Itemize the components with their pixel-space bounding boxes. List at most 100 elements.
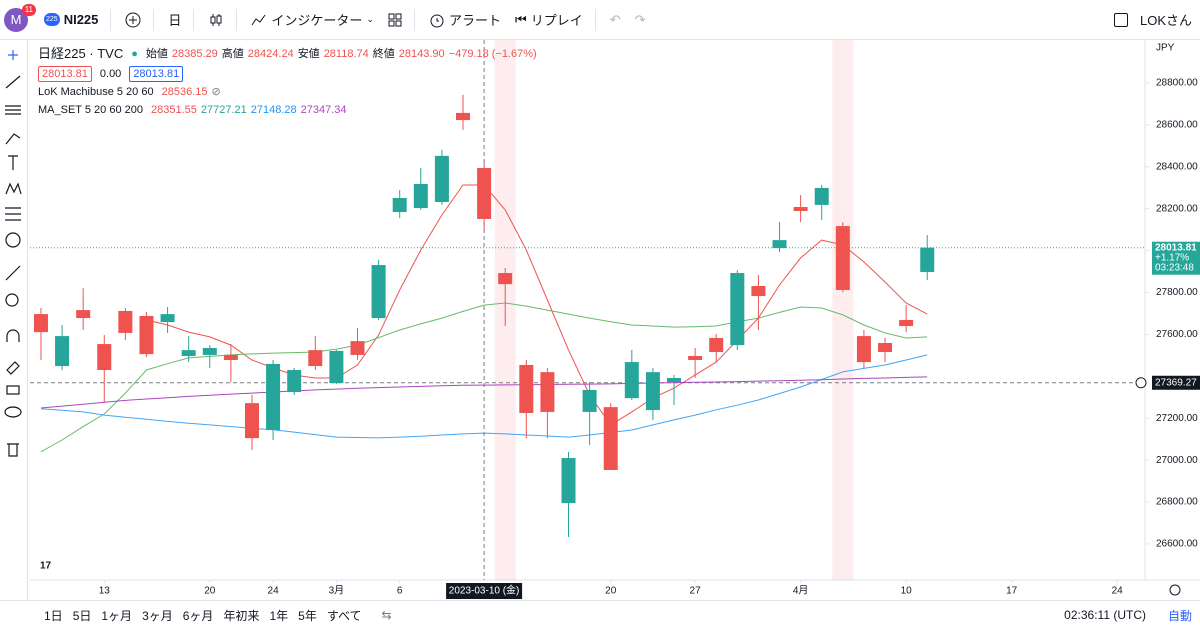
candle-body xyxy=(582,389,597,412)
avatar-letter: M xyxy=(10,12,22,27)
hline-box xyxy=(1152,375,1200,390)
chart: JPY26600.0026800.0027000.0027200.0027600… xyxy=(30,40,1200,599)
pencil-tool[interactable] xyxy=(6,361,20,375)
y-tick-label: 28800.00 xyxy=(1156,78,1198,89)
candle-body xyxy=(878,343,893,353)
candle-icon xyxy=(210,13,222,26)
compare-icon[interactable]: ⇆ xyxy=(381,608,392,622)
x-tick-label: 10 xyxy=(901,586,913,597)
line-tool[interactable] xyxy=(5,75,21,89)
candle-body xyxy=(456,112,471,121)
pattern-tool[interactable] xyxy=(5,182,22,195)
range-button[interactable]: 年初来 xyxy=(223,608,260,623)
layouts[interactable] xyxy=(388,13,402,27)
indicators-text: インジケーター xyxy=(271,13,363,28)
brush-tool[interactable] xyxy=(5,133,21,145)
candle-body xyxy=(371,265,386,319)
text-tool[interactable] xyxy=(8,155,18,170)
candle-body xyxy=(97,344,112,371)
alert-icon xyxy=(430,14,444,27)
last-price-box xyxy=(1152,241,1200,275)
left-toolbar xyxy=(0,40,28,600)
x-tick-label: 20 xyxy=(204,586,216,597)
emoji-tool[interactable] xyxy=(5,232,21,248)
indicator-value: 27148.28 xyxy=(250,104,297,116)
bid[interactable]: 28013.81 xyxy=(38,66,92,82)
range-button[interactable]: 1ヶ月 xyxy=(101,608,133,623)
candle-body xyxy=(561,458,576,504)
high-value: 28424.24 xyxy=(247,48,294,60)
ruler-tool[interactable] xyxy=(5,265,21,281)
separator xyxy=(236,8,238,31)
settings-icon[interactable] xyxy=(1169,584,1181,596)
y-tick-label: 27000.00 xyxy=(1156,455,1198,466)
candle-body xyxy=(413,183,428,209)
avatar[interactable]: M 11 xyxy=(4,3,36,32)
measure-tool[interactable] xyxy=(5,207,21,221)
range-button[interactable]: 5年 xyxy=(298,608,317,623)
indicator-name: MA_SET 5 20 60 200 xyxy=(38,104,143,116)
add-line-button[interactable] xyxy=(1135,377,1147,389)
candle-body xyxy=(392,197,407,213)
moving-average xyxy=(146,184,928,426)
low-label: 安値 xyxy=(297,48,320,60)
candle-body xyxy=(603,407,618,470)
chart-type[interactable] xyxy=(208,12,224,28)
auto-scale[interactable]: 自動 xyxy=(1167,608,1192,623)
candle-body xyxy=(793,207,808,211)
magnet-tool[interactable] xyxy=(6,329,20,342)
symbol-badge: 225 xyxy=(44,13,60,26)
crosshair-tool[interactable] xyxy=(8,50,18,60)
candle-body xyxy=(434,155,449,202)
status-dot: ● xyxy=(131,48,138,60)
interval[interactable]: 日 xyxy=(168,10,181,29)
range-button[interactable]: 5日 xyxy=(72,608,92,623)
undo[interactable]: ↶ xyxy=(609,11,621,27)
candle-body xyxy=(139,315,154,355)
range-button[interactable]: 1年 xyxy=(269,608,289,623)
range-buttons: 1日 5日 1ヶ月 3ヶ月 6ヶ月 年初来 1年 5年 すべて xyxy=(34,607,362,624)
lock-tool[interactable] xyxy=(6,385,20,395)
fib-tool[interactable] xyxy=(5,105,21,115)
close-label: 終値 xyxy=(372,48,395,60)
redo[interactable]: ↷ xyxy=(634,11,646,27)
candle-body xyxy=(814,187,829,205)
replay-icon: ⏮ xyxy=(514,11,527,27)
candle-body xyxy=(477,168,492,219)
indicator-icon xyxy=(251,14,266,25)
replay[interactable]: ⏮ リプレイ xyxy=(515,10,583,29)
candle-body xyxy=(160,314,175,323)
separator xyxy=(193,8,195,31)
indicators[interactable]: インジケーター ⌄ xyxy=(251,10,374,29)
moving-average xyxy=(40,376,928,409)
close-value: 28143.90 xyxy=(398,48,445,60)
candle-body xyxy=(266,363,281,430)
x-tick-label: 4月 xyxy=(793,585,809,597)
range-button[interactable]: 3ヶ月 xyxy=(142,608,173,623)
indicator-name: LoK Machibuse 5 20 60 xyxy=(38,86,154,98)
legend: 日経225 · TVC ● 始値 28385.29 高値 28424.24 安値 28… xyxy=(38,45,537,119)
spread: 0.00 xyxy=(99,68,122,80)
eye-tool[interactable] xyxy=(4,406,22,418)
symbol[interactable]: 225 NI225 xyxy=(44,12,98,27)
candle-body xyxy=(55,336,70,367)
zoom-tool[interactable] xyxy=(5,293,19,307)
candle-body xyxy=(899,319,914,327)
range-button[interactable]: 1日 xyxy=(44,608,63,623)
last-price-change: +1.17% xyxy=(1155,252,1189,263)
add[interactable] xyxy=(125,12,141,28)
range-button[interactable]: 6ヶ月 xyxy=(182,608,214,623)
candle-body xyxy=(308,350,323,367)
range-button[interactable]: すべて xyxy=(326,608,362,623)
candle-body xyxy=(202,348,217,355)
y-tick-label: 28600.00 xyxy=(1156,120,1198,131)
legend-ohlc: 日経225 · TVC ● 始値 28385.29 高値 28424.24 安値 28… xyxy=(38,45,537,63)
alert[interactable]: アラート xyxy=(429,10,501,29)
user[interactable]: LOKさん xyxy=(1113,10,1192,29)
ask[interactable]: 28013.81 xyxy=(129,66,184,82)
trash-tool[interactable] xyxy=(7,443,19,457)
hide-icon[interactable]: ⊘ xyxy=(211,86,221,98)
grid-icon xyxy=(388,13,402,26)
y-tick-label: 27800.00 xyxy=(1156,287,1198,298)
clock: 02:36:11 (UTC) xyxy=(1064,608,1146,622)
